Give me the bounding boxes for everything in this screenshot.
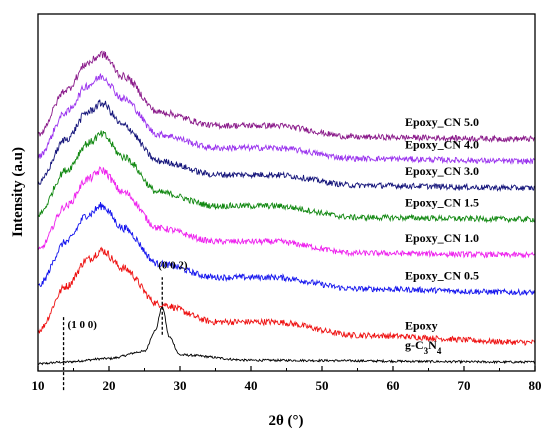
x-tick-label: 20 [103,378,116,393]
series-label: Epoxy [405,318,438,332]
peak-label: (0 0 2) [158,259,188,271]
x-tick-label: 40 [245,378,258,393]
series-line-epoxy-cn-3-0 [37,99,536,192]
series-line-epoxy-cn-5-0 [37,50,536,143]
y-axis-label: Intensity (a.u) [10,147,26,237]
series-line-epoxy-cn-0-5 [37,202,536,296]
series-line-g-c3n4 [37,304,535,366]
series-label: Epoxy_CN 1.5 [405,195,479,209]
x-tick-label: 70 [458,378,471,393]
series-label: Epoxy_CN 3.0 [405,164,479,178]
plot-frame [37,13,536,372]
series-labels: g-C3N4 Epoxy Epoxy_CN 0.5 Epoxy_CN 1.0 Epoxy… [405,115,479,356]
series-line-epoxy-cn-4-0 [37,73,536,165]
series-line-epoxy-cn-1-0 [37,166,536,259]
x-tick-label: 10 [32,378,45,393]
peak-label: (1 0 0) [68,319,98,331]
x-tick-label: 80 [529,378,542,393]
series-label: Epoxy_CN 4.0 [405,137,479,151]
traces [37,50,536,366]
series-line-epoxy [37,246,536,347]
annotations: (1 0 0) (0 0 2) [62,259,188,391]
series-label: g-C3N4 [405,338,442,356]
series-label: Epoxy_CN 0.5 [405,269,479,283]
x-tick-label: 50 [316,378,329,393]
x-axis: 10 20 30 40 50 60 70 80 [32,366,542,393]
x-tick-label: 30 [174,378,187,393]
series-label: Epoxy_CN 1.0 [405,231,479,245]
series-label: Epoxy_CN 5.0 [405,115,479,129]
x-axis-label: 2θ (°) [268,413,303,429]
series-line-epoxy-cn-1-5 [37,130,536,224]
x-tick-label: 60 [387,378,400,393]
